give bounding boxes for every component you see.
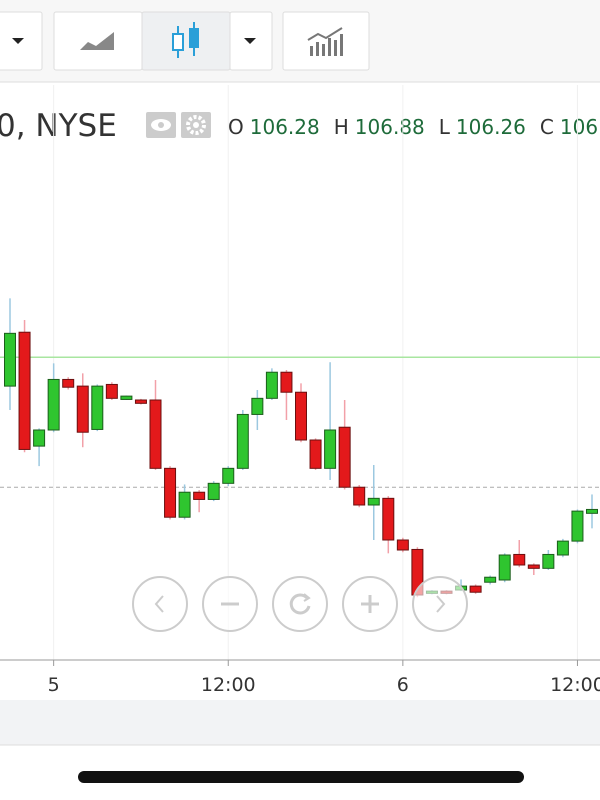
candle-body (120, 395, 133, 400)
bottom-bar (0, 700, 600, 745)
candle-body (571, 510, 584, 542)
candle-body (164, 467, 177, 518)
candle-body (338, 426, 351, 488)
candle-body (309, 439, 322, 469)
candle-body (280, 371, 293, 393)
candle-body (353, 486, 366, 506)
ohlc-key: L (439, 115, 451, 139)
home-indicator (78, 771, 524, 783)
scroll-left-button[interactable] (132, 576, 188, 632)
zoom-out-button[interactable] (202, 576, 258, 632)
scroll-right-button[interactable] (412, 576, 468, 632)
candle-body (207, 482, 220, 500)
zoom-controls (132, 576, 468, 632)
candle-body (542, 553, 555, 569)
candle-body (382, 497, 395, 541)
eye-button[interactable] (146, 112, 176, 138)
candle-body (4, 332, 16, 387)
chart-type-dropdown[interactable] (229, 11, 273, 71)
ohlc-value: 106.88 (355, 115, 425, 139)
candle-body (513, 553, 526, 566)
candle-body (134, 399, 147, 404)
candle-body (18, 331, 31, 450)
candle-body (527, 564, 540, 569)
candle-body (498, 554, 511, 581)
ohlc-value: 106 (560, 115, 598, 139)
candle-body (193, 491, 206, 500)
ohlc-value: 106.28 (250, 115, 320, 139)
candle-body (91, 385, 104, 430)
candle-body (469, 585, 482, 593)
dropdown-button[interactable] (0, 11, 43, 71)
candle-body (586, 508, 598, 514)
line-chart-button[interactable] (53, 11, 143, 71)
plot (0, 85, 600, 666)
x-tick-label: 6 (397, 674, 409, 696)
candle-body (105, 383, 118, 399)
ohlc-key: O (228, 115, 244, 139)
candle-body (76, 385, 89, 433)
x-tick-label: 12:00 (201, 674, 256, 696)
candle-body (149, 399, 162, 469)
candle-body (265, 371, 278, 399)
ohlc-key: C (540, 115, 554, 139)
candle-body (236, 413, 249, 469)
x-tick-label: 12:00 (550, 674, 600, 696)
candle-body (396, 539, 409, 551)
candle-body (324, 429, 337, 469)
candle-chart-button[interactable] (141, 11, 231, 71)
reset-button[interactable] (272, 576, 328, 632)
ohlc-value: 106.26 (456, 115, 526, 139)
candle-body (295, 391, 307, 441)
x-tick-label: 5 (48, 674, 60, 696)
settings-button[interactable] (181, 112, 211, 138)
indicators-button[interactable] (282, 11, 370, 71)
candle-body (484, 576, 497, 583)
candle-body (367, 497, 380, 506)
candle-body (47, 378, 60, 431)
zoom-in-button[interactable] (342, 576, 398, 632)
candle-body (556, 540, 569, 556)
candle-body (222, 467, 235, 484)
candle-body (251, 397, 264, 415)
candle-body (33, 429, 46, 447)
candle-body (62, 378, 75, 388)
ohlc-readout: O 106.28 H 106.88 L 106.26 C 106 (228, 115, 598, 139)
ohlc-key: H (334, 115, 349, 139)
symbol-label: 0, NYSE (0, 108, 117, 144)
candle-body (178, 491, 191, 518)
